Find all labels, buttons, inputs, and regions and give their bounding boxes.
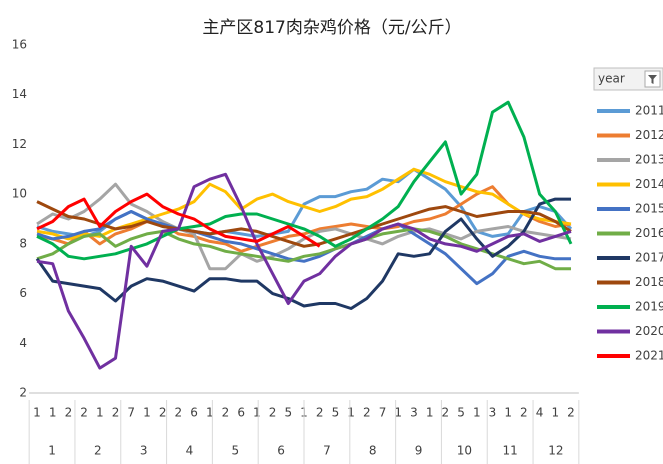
month-label: 12 [548,444,563,458]
x-tick-label: 5 [457,406,465,420]
x-tick-label: 1 [473,406,481,420]
month-label: 4 [186,444,194,458]
legend-title: year [598,72,625,86]
y-tick-label: 12 [12,137,27,151]
x-tick-label: 2 [65,406,73,420]
y-tick-label: 6 [19,286,27,300]
series-line [36,172,572,370]
x-tick-label: 1 [49,406,57,420]
series-line [36,100,573,261]
x-tick-label: 2 [80,406,88,420]
series-line [36,182,572,271]
month-label: 1 [48,444,56,458]
x-tick-label: 1 [253,406,261,420]
y-tick-label: 8 [19,236,27,250]
x-tick-label: 7 [127,406,135,420]
month-label: 7 [323,444,331,458]
x-tick-label: 2 [175,406,183,420]
legend-label: 2012 [635,128,663,142]
x-tick-label: 1 [206,406,214,420]
x-tick-label: 6 [237,406,245,420]
legend-label: 2019 [635,300,663,314]
x-tick-label: 1 [504,406,512,420]
series-line [36,167,572,241]
chart-title: 主产区817肉杂鸡价格（元/公斤） [202,18,461,38]
y-tick-label: 2 [19,386,27,400]
y-tick-label: 16 [12,38,27,52]
x-tick-label: 1 [33,406,41,420]
x-tick-label: 2 [222,406,230,420]
legend-label: 2018 [635,275,663,289]
legend-label: 2021 [635,349,663,363]
month-label: 2 [94,444,102,458]
x-tick-label: 5 [332,406,340,420]
x-tick-label: 2 [159,406,167,420]
x-tick-label: 4 [536,406,544,420]
legend-label: 2011 [635,104,663,118]
y-tick-label: 4 [19,336,27,350]
month-label: 3 [140,444,148,458]
series-line [36,192,321,248]
legend-label: 2017 [635,251,663,265]
legend-label: 2016 [635,226,663,240]
x-tick-label: 3 [489,406,497,420]
x-tick-label: 3 [410,406,418,420]
x-tick-label: 1 [143,406,151,420]
y-tick-label: 14 [12,87,27,101]
x-tick-label: 6 [190,406,198,420]
x-tick-label: 2 [316,406,324,420]
x-tick-label: 2 [269,406,277,420]
x-tick-label: 1 [96,406,104,420]
x-tick-label: 2 [567,406,575,420]
x-tick-label: 2 [442,406,450,420]
month-label: 8 [369,444,377,458]
x-tick-label: 1 [394,406,402,420]
x-tick-label: 5 [284,406,292,420]
x-tick-label: 2 [363,406,371,420]
x-tick-label: 1 [551,406,559,420]
series-line [36,210,571,286]
filter-icon [648,75,657,84]
legend-label: 2014 [635,177,663,191]
y-tick-label: 10 [12,187,27,201]
series-line [36,167,573,238]
legend-label: 2020 [635,324,663,338]
month-label: 9 [415,444,423,458]
legend-label: 2013 [635,153,663,167]
month-label: 5 [231,444,239,458]
x-tick-label: 7 [379,406,387,420]
month-label: 11 [502,444,517,458]
x-tick-label: 1 [347,406,355,420]
x-tick-label: 1 [426,406,434,420]
month-label: 6 [277,444,285,458]
month-label: 10 [457,444,472,458]
x-tick-label: 2 [520,406,528,420]
legend-label: 2015 [635,202,663,216]
series-line [36,200,572,248]
x-tick-label: 2 [112,406,120,420]
